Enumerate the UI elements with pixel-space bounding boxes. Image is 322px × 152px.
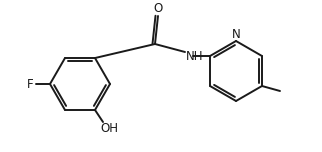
Text: NH: NH	[186, 50, 204, 62]
Text: N: N	[232, 28, 241, 40]
Text: O: O	[153, 2, 163, 16]
Text: OH: OH	[100, 123, 118, 135]
Text: F: F	[27, 78, 33, 90]
